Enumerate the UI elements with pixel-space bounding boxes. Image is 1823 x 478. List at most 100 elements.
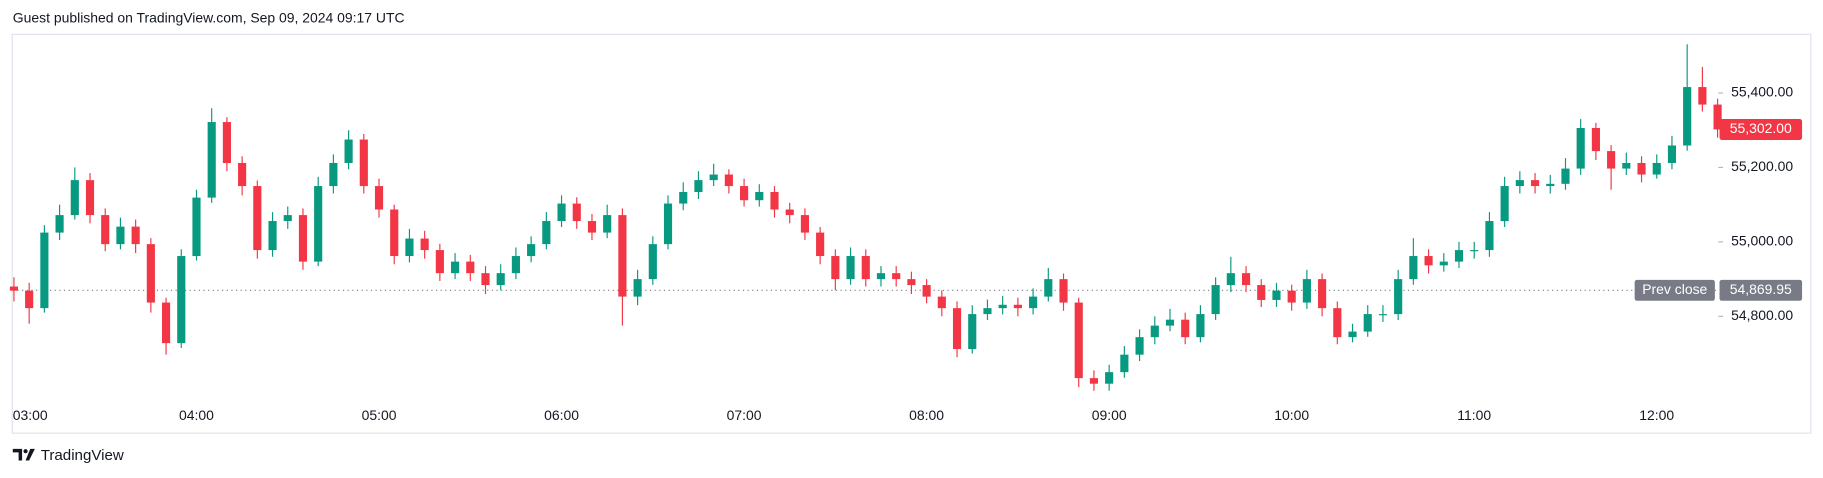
- candle-body: [557, 203, 566, 222]
- y-tick-label: 55,400.00: [1731, 84, 1793, 100]
- candle-body: [1044, 279, 1053, 297]
- candle-body: [709, 174, 718, 181]
- prev-close-value-box: [1719, 279, 1803, 301]
- candle-body: [1500, 186, 1509, 222]
- candle-body: [648, 244, 657, 280]
- candle-body: [1105, 372, 1114, 384]
- candle-body: [1409, 256, 1418, 280]
- candle-body: [907, 279, 916, 286]
- candle-body: [770, 192, 779, 210]
- candle-body: [1561, 168, 1570, 184]
- candle-body: [1363, 314, 1372, 332]
- candle-body: [344, 139, 353, 163]
- candle-body: [1135, 337, 1144, 355]
- candle-body: [359, 139, 368, 187]
- x-tick-label: 09:00: [1092, 407, 1127, 423]
- candle-body: [101, 215, 110, 245]
- candle-body: [937, 296, 946, 309]
- candle-body: [587, 221, 597, 233]
- candle-body: [1196, 314, 1205, 338]
- candle-body: [1272, 290, 1281, 300]
- candle-body: [1302, 279, 1311, 303]
- candle-body: [1683, 87, 1692, 146]
- y-tick-label: 54,800.00: [1731, 307, 1793, 323]
- candle-body: [55, 215, 64, 233]
- candle-body: [816, 232, 825, 257]
- candle-body: [192, 197, 201, 257]
- candle-body: [1165, 319, 1175, 326]
- candle-body: [952, 308, 962, 350]
- candle-body: [1333, 308, 1342, 338]
- candle-body: [329, 162, 338, 187]
- x-tick-label: 10:00: [1274, 407, 1309, 423]
- candle-body: [1667, 145, 1677, 163]
- candle-body: [542, 221, 551, 245]
- candle-body: [922, 285, 931, 297]
- candle-body: [1652, 162, 1661, 175]
- candle-body: [1074, 302, 1083, 379]
- candle-body: [679, 192, 688, 204]
- x-tick-label: 11:00: [1457, 407, 1491, 423]
- candle-body: [1546, 183, 1555, 187]
- x-tick-label: 06:00: [544, 407, 579, 423]
- candle-body: [207, 122, 216, 198]
- candle-body: [1698, 87, 1707, 105]
- candle-body: [1515, 180, 1524, 187]
- candle-body: [1576, 128, 1585, 169]
- candle-body: [1622, 162, 1631, 169]
- candle-body: [785, 209, 794, 216]
- candle-body: [9, 286, 19, 291]
- candle-body: [1713, 104, 1722, 130]
- candle-body: [177, 256, 186, 344]
- candle-body: [1241, 273, 1251, 286]
- candle-body: [405, 238, 414, 257]
- candle-body: [390, 209, 399, 257]
- candle-body: [85, 180, 95, 216]
- prev-close-value: 54,869.95: [1730, 281, 1792, 297]
- x-tick-label: 05:00: [362, 407, 397, 423]
- candle-body: [1181, 319, 1190, 338]
- candle-body: [724, 174, 733, 187]
- candle-body: [268, 221, 277, 251]
- candle-body: [1348, 331, 1357, 338]
- candle-body: [1637, 162, 1646, 175]
- candle-body: [1089, 378, 1099, 384]
- candle-body: [420, 238, 429, 251]
- candle-body: [116, 226, 125, 245]
- candle-body: [161, 302, 171, 344]
- candle-body: [618, 215, 627, 297]
- candle-body: [70, 180, 79, 216]
- candle-body: [496, 273, 505, 286]
- prev-close-name-box: [1634, 279, 1715, 301]
- candle-body: [633, 279, 642, 297]
- footer-brand: TradingView: [41, 447, 124, 464]
- candle-body: [222, 122, 231, 163]
- x-tick-label: 07:00: [727, 407, 762, 423]
- candle-body: [466, 261, 475, 274]
- candle-body: [1150, 325, 1159, 338]
- candle-body: [1120, 354, 1129, 373]
- candle-body: [283, 215, 292, 222]
- candle-body: [1013, 304, 1022, 309]
- last-price-label: 55,302.00: [1730, 120, 1792, 136]
- candle-body: [451, 261, 460, 274]
- candle-body: [1424, 256, 1433, 266]
- candle-body: [1287, 290, 1296, 303]
- candle-body: [238, 162, 247, 187]
- candle-body: [1318, 279, 1327, 309]
- candle-body: [1530, 180, 1540, 187]
- candle-body: [435, 250, 444, 274]
- pane-frame: [11, 33, 1812, 434]
- candle-body: [1378, 314, 1388, 316]
- candle-body: [876, 273, 886, 280]
- candle-body: [1394, 279, 1403, 315]
- candle-body: [1454, 250, 1464, 262]
- candle-body: [892, 273, 901, 280]
- candle-body: [572, 203, 581, 222]
- candle-body: [603, 215, 612, 233]
- header: Guest published on TradingView.com, Sep …: [13, 9, 405, 25]
- candle-body: [1029, 296, 1038, 309]
- candle-body: [527, 244, 536, 257]
- candle-body: [1257, 285, 1266, 300]
